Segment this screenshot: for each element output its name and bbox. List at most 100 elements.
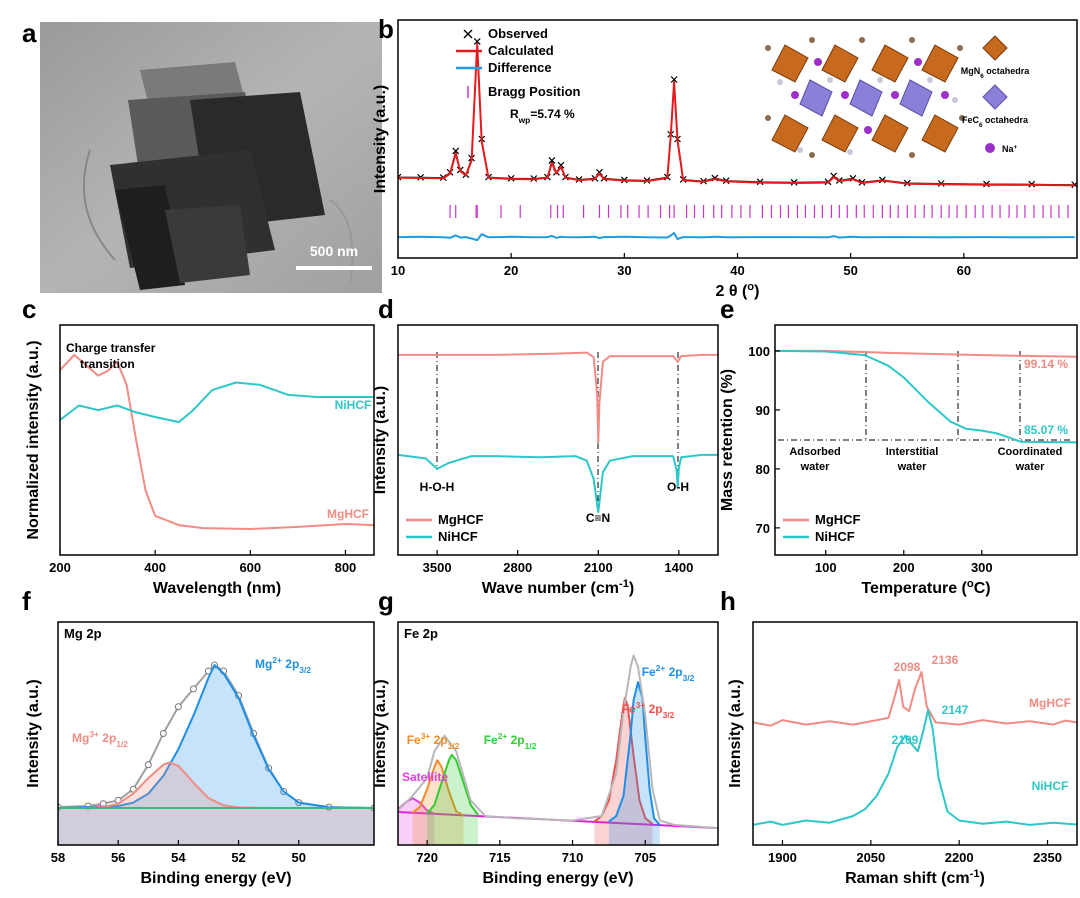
series-line bbox=[60, 381, 374, 424]
annotation: water bbox=[897, 461, 927, 473]
scale-bar-label: 500 nm bbox=[310, 243, 358, 259]
series-label-part: 2+ bbox=[272, 655, 282, 665]
series-label-part: 1/2 bbox=[448, 741, 460, 751]
x-axis-title: 2 θ (o) bbox=[716, 281, 760, 300]
x-tick-label: 200 bbox=[49, 560, 71, 575]
plot-area bbox=[753, 671, 1077, 826]
series-label-part: 3+ bbox=[421, 731, 431, 741]
legend-label: Difference bbox=[488, 60, 552, 75]
legend-label: Bragg Position bbox=[488, 84, 581, 99]
annotation: transition bbox=[80, 357, 135, 371]
plot-frame bbox=[752, 621, 1078, 846]
x-tick-label: 400 bbox=[144, 560, 166, 575]
marker bbox=[557, 161, 565, 169]
series-label-part: 1/2 bbox=[525, 741, 537, 751]
inset-label: FeC6 octahedra bbox=[962, 115, 1029, 129]
x-tick-label: 56 bbox=[111, 850, 125, 865]
series-label-part: 2p bbox=[282, 657, 299, 671]
series-label-part: Fe bbox=[484, 733, 498, 747]
inset-label-part: octahedra bbox=[984, 66, 1031, 76]
panel-letter: c bbox=[22, 294, 36, 324]
inset-label-part: octahedra bbox=[983, 115, 1030, 125]
series-line bbox=[398, 351, 718, 444]
panel-title: Fe 2p bbox=[404, 626, 438, 641]
x-axis-title-part: -1 bbox=[619, 578, 629, 590]
marker bbox=[548, 156, 556, 164]
x-tick-label: 2200 bbox=[945, 850, 974, 865]
x-axis-title-part: o bbox=[747, 281, 754, 293]
plot-area bbox=[398, 654, 718, 845]
panel-letter: g bbox=[378, 586, 394, 616]
series-label: Mg2+ 2p3/2 bbox=[255, 655, 311, 675]
series-label-part: 1/2 bbox=[116, 739, 128, 749]
x-tick-label: 2800 bbox=[503, 560, 532, 575]
x-tick-label: 54 bbox=[171, 850, 186, 865]
x-axis-title-part: Wave number (cm bbox=[482, 580, 619, 597]
plot-area bbox=[775, 349, 1077, 444]
series-label: NiHCF bbox=[335, 398, 372, 412]
annotation: 85.07 % bbox=[1024, 423, 1068, 437]
series-line bbox=[753, 709, 1077, 826]
x-tick-label: 60 bbox=[957, 263, 971, 278]
x-tick-label: 300 bbox=[971, 560, 993, 575]
x-tick-label: 100 bbox=[815, 560, 837, 575]
annotation: Rwp=5.74 % bbox=[510, 107, 575, 125]
marker bbox=[398, 173, 402, 181]
series-label-part: 2p bbox=[99, 731, 116, 745]
series-label-part: 2+ bbox=[498, 731, 508, 741]
inset-label-part: 6 bbox=[979, 122, 983, 129]
panel-letter: b bbox=[378, 14, 394, 44]
series-label-part: 3/2 bbox=[299, 665, 311, 675]
marker bbox=[596, 168, 603, 176]
legend-marker bbox=[463, 29, 473, 39]
plot-frame bbox=[774, 324, 1078, 556]
inset-label-part: + bbox=[1014, 144, 1018, 151]
marker bbox=[144, 761, 152, 769]
annotation: H-O-H bbox=[420, 480, 455, 494]
annotation: Charge transfer bbox=[66, 341, 156, 355]
y-axis-title: Intensity (a.u.) bbox=[25, 679, 42, 787]
annotation: O-H bbox=[667, 480, 689, 494]
tem-image bbox=[40, 22, 382, 293]
inset-label: MgN6 octahedra bbox=[961, 66, 1031, 80]
annotation: 99.14 % bbox=[1024, 357, 1068, 371]
inset-label-part: Na bbox=[1002, 144, 1014, 154]
annotation-part: R bbox=[510, 107, 519, 121]
series-label: MgHCF bbox=[327, 507, 369, 521]
x-axis-title: Wave number (cm-1) bbox=[482, 578, 635, 597]
x-axis-title-part: ) bbox=[629, 580, 634, 597]
marker bbox=[452, 147, 460, 155]
series-line bbox=[398, 42, 1075, 187]
series-line bbox=[398, 654, 718, 830]
series-label-part: Fe bbox=[407, 733, 421, 747]
plot-frame bbox=[397, 621, 719, 846]
area-fill bbox=[427, 754, 478, 845]
x-tick-label: 20 bbox=[504, 263, 518, 278]
marker bbox=[159, 730, 167, 737]
series-line bbox=[58, 761, 374, 809]
x-tick-label: 2100 bbox=[584, 560, 613, 575]
plot-area bbox=[58, 661, 374, 845]
annotation: Coordinated bbox=[998, 446, 1063, 458]
area-fill bbox=[58, 762, 374, 845]
y-axis-title: Intensity (a.u.) bbox=[372, 679, 389, 787]
series-label-part: 3+ bbox=[89, 729, 99, 739]
panel-letter: f bbox=[22, 586, 31, 616]
series-label: MgHCF bbox=[1029, 696, 1071, 710]
plot-area bbox=[60, 353, 374, 530]
x-axis-title-part: 2 θ ( bbox=[716, 283, 748, 300]
legend-label: NiHCF bbox=[815, 529, 855, 544]
series-line bbox=[426, 753, 479, 816]
y-tick-label: 80 bbox=[756, 462, 770, 477]
y-axis-title: Intensity (a.u.) bbox=[372, 85, 389, 193]
series-line bbox=[608, 681, 661, 826]
x-axis-title: Wavelength (nm) bbox=[153, 580, 281, 597]
plot-area bbox=[398, 37, 1077, 242]
series-line bbox=[753, 671, 1077, 727]
inset-label-part: 6 bbox=[980, 73, 984, 80]
annotation: 2109 bbox=[892, 733, 919, 747]
annotation: 2136 bbox=[932, 653, 959, 667]
y-tick-label: 70 bbox=[756, 521, 770, 536]
series-label-part: 2p bbox=[507, 733, 524, 747]
x-axis-title: Temperature (oC) bbox=[861, 578, 990, 597]
